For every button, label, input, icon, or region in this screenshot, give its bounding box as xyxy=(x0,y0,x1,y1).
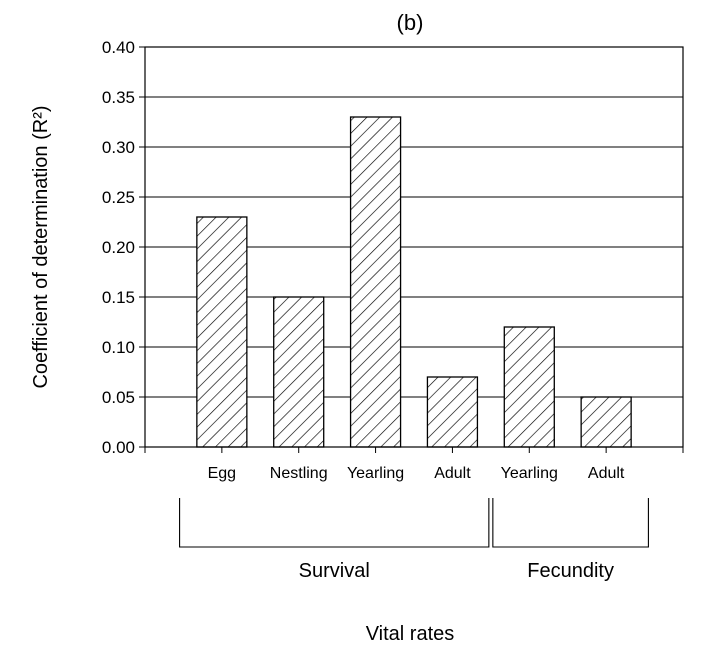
x-axis-label: Vital rates xyxy=(366,623,455,645)
group-label: Fecundity xyxy=(527,560,614,582)
y-tick-label: 0.00 xyxy=(102,438,135,457)
y-tick-label: 0.05 xyxy=(102,388,135,407)
group-bracket xyxy=(492,498,649,548)
group-label: Survival xyxy=(299,560,370,582)
y-tick-label: 0.35 xyxy=(102,88,135,107)
x-tick-label: Adult xyxy=(588,465,625,482)
x-tick-label: Adult xyxy=(434,465,471,482)
y-tick-label: 0.15 xyxy=(102,288,135,307)
bar xyxy=(426,376,479,448)
x-tick-labels: Egg Nestling Yearling Adult Yearling Adult xyxy=(144,447,684,482)
bars xyxy=(196,116,632,448)
category-groups: Survival Fecundity xyxy=(179,498,649,582)
x-tick-label: Nestling xyxy=(270,465,328,482)
bar xyxy=(349,116,402,448)
bar xyxy=(503,326,555,448)
x-tick-label: Yearling xyxy=(347,465,404,482)
x-tick-label: Egg xyxy=(208,465,236,482)
y-tick-label: 0.25 xyxy=(102,188,135,207)
y-tick-label: 0.20 xyxy=(102,238,135,257)
y-axis-label: Coefficient of determination (R²) xyxy=(30,105,52,388)
y-axis-ticks: 0.00 0.05 0.10 0.15 0.20 0.25 0.30 0.35 0.40 xyxy=(102,38,145,457)
y-tick-label: 0.30 xyxy=(102,138,135,157)
bar xyxy=(196,216,248,448)
x-tick-label: Yearling xyxy=(501,465,558,482)
chart-title: (b) xyxy=(397,10,424,35)
y-tick-label: 0.40 xyxy=(102,38,135,57)
group-bracket xyxy=(179,498,490,548)
bar xyxy=(273,296,325,448)
y-tick-label: 0.10 xyxy=(102,338,135,357)
plot-area-frame xyxy=(144,46,684,448)
bar xyxy=(580,396,632,448)
